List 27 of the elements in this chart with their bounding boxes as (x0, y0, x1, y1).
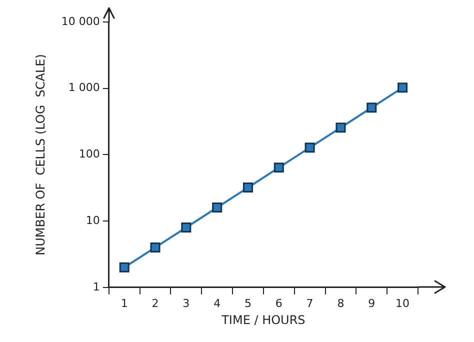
y-tick-label: 100 (78, 148, 100, 161)
x-tick-label: 4 (214, 296, 221, 310)
x-tick-label: 5 (244, 296, 252, 310)
x-tick-label: 8 (337, 296, 344, 310)
point (336, 122, 346, 133)
x-axis-title: TIME / HOURS (220, 312, 306, 327)
x-tick-label: 7 (306, 296, 314, 310)
y-tick-label: 1 (92, 280, 100, 294)
point (366, 102, 377, 113)
point (242, 182, 253, 193)
y-tick-label: 1 000 (68, 81, 100, 94)
point (274, 162, 284, 173)
point (119, 262, 130, 272)
point (212, 202, 222, 212)
y-axis-title: NUMBER OF CELLS (LOG SCALE) (33, 54, 48, 256)
x-tick-label: 10 (396, 296, 410, 310)
x-tick-label: 9 (368, 296, 376, 310)
y-tick-label: 10 000 (61, 14, 100, 28)
x-tick-label: 2 (152, 296, 159, 310)
y-tick-label: 10 (86, 214, 100, 227)
point (150, 242, 160, 252)
point (304, 142, 315, 153)
x-tick-label: 3 (182, 296, 190, 310)
x-tick-label: 1 (120, 296, 128, 310)
point (398, 82, 408, 93)
x-tick-label: 6 (275, 296, 282, 310)
point (181, 222, 192, 232)
